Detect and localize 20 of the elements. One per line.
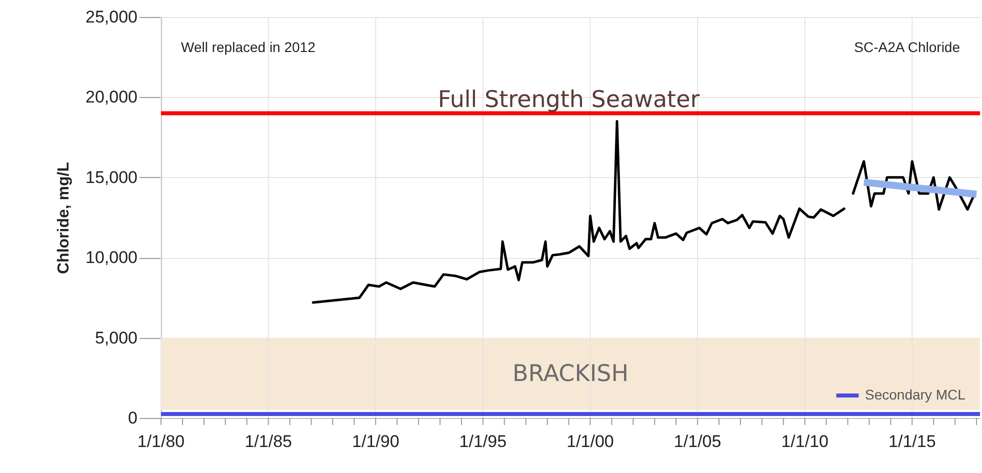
y-tick-label: 20,000 xyxy=(86,88,138,107)
x-tick-label: 1/1/85 xyxy=(244,432,292,451)
x-tick-label: 1/1/15 xyxy=(888,432,936,451)
band-label: BRACKISH xyxy=(512,360,628,387)
x-tick-label: 1/1/95 xyxy=(459,432,507,451)
annotation: SC-A2A Chloride xyxy=(854,39,960,55)
x-tick-label: 1/1/80 xyxy=(137,432,185,451)
y-tick-label: 5,000 xyxy=(94,328,138,348)
y-tick-label: 0 xyxy=(128,408,138,428)
x-tick-label: 1/1/05 xyxy=(674,432,722,451)
x-tick-label: 1/1/00 xyxy=(566,432,614,451)
legend-label: Secondary MCL xyxy=(865,386,966,402)
y-axis-title: Chloride, mg/L xyxy=(56,162,73,274)
y-tick-label: 25,000 xyxy=(86,8,138,26)
annotation: Well replaced in 2012 xyxy=(181,39,316,55)
y-tick-label: 15,000 xyxy=(86,168,138,187)
x-tick-label: 1/1/10 xyxy=(781,432,828,451)
x-tick-label: 1/1/90 xyxy=(352,432,400,451)
annotation: Full Strength Seawater xyxy=(438,87,700,114)
y-tick-label: 10,000 xyxy=(86,248,138,268)
